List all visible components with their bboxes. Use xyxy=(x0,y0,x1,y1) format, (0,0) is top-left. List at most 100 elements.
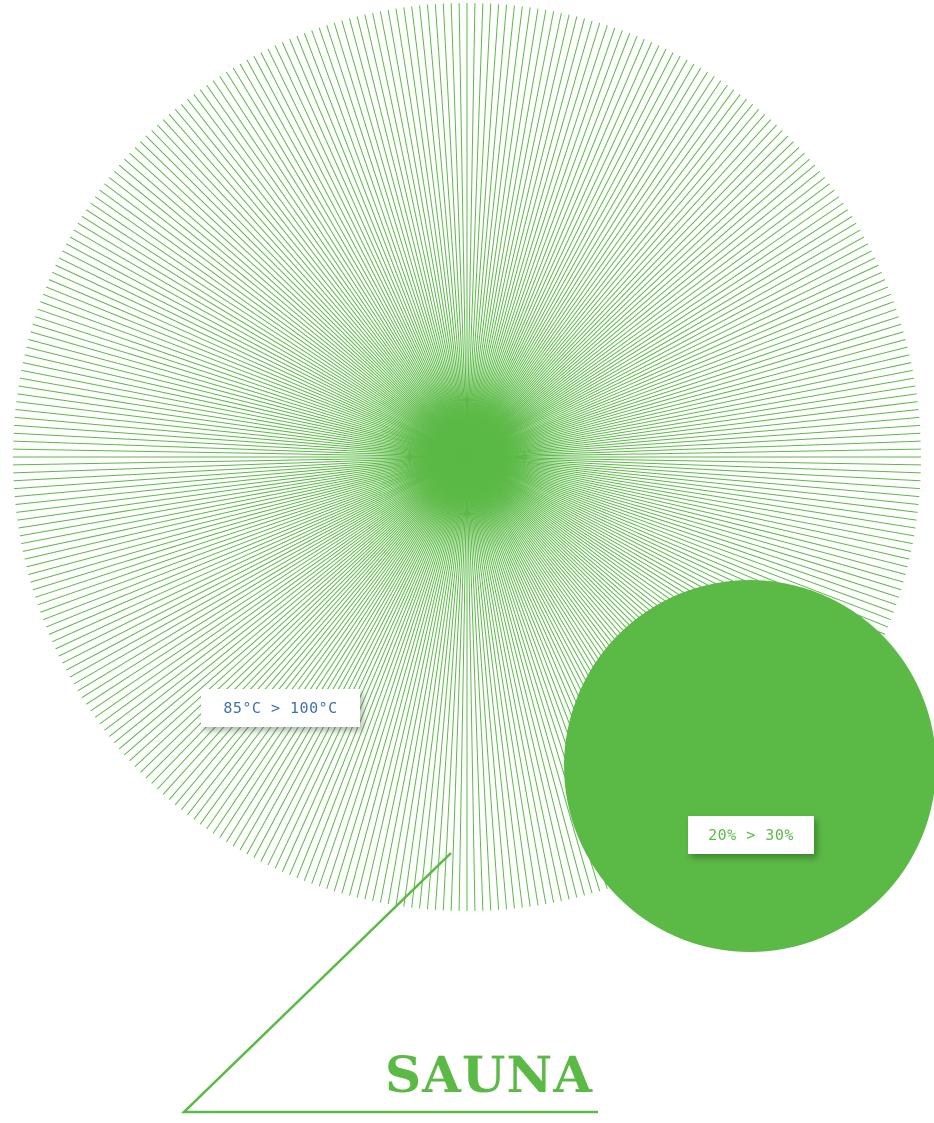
sunburst-ray xyxy=(174,456,468,806)
sunburst-ray xyxy=(466,440,921,458)
sunburst-ray xyxy=(219,75,468,458)
sunburst-ray xyxy=(42,456,468,621)
sunburst-ray xyxy=(364,456,468,900)
sunburst-ray xyxy=(466,456,921,474)
sunburst-ray xyxy=(466,354,910,458)
sunburst-ray xyxy=(466,75,715,458)
sunburst-ray xyxy=(28,456,468,575)
sunburst-ray xyxy=(466,52,674,458)
sunburst-ray xyxy=(212,80,468,458)
sunburst-ray xyxy=(466,196,840,458)
sunburst-ray xyxy=(466,362,912,458)
sunburst-ray xyxy=(206,456,468,830)
sunburst-ray xyxy=(466,456,919,505)
sunburst-ray xyxy=(253,55,468,458)
sunburst-ray xyxy=(311,30,468,458)
sunburst-ray xyxy=(466,4,508,458)
sunburst-ray xyxy=(14,424,468,458)
sunburst-ray xyxy=(466,316,899,458)
sunburst-ray xyxy=(199,456,468,825)
sunburst-ray xyxy=(466,456,531,907)
sunburst-ray xyxy=(466,456,570,900)
sunburst-ray xyxy=(19,377,468,458)
sunburst-ray xyxy=(426,456,468,910)
sunburst-ray xyxy=(69,236,468,458)
sunburst-ray xyxy=(40,456,468,613)
sunburst-ray xyxy=(13,456,468,482)
sunburst-ray xyxy=(17,456,468,521)
sunburst-ray xyxy=(168,456,468,800)
sunburst-ray xyxy=(442,456,468,911)
sunburst-ray xyxy=(281,456,468,872)
sunburst-ray xyxy=(466,25,608,458)
sunburst-ray xyxy=(466,456,593,894)
sunburst-ray xyxy=(140,456,468,773)
sunburst-ray xyxy=(372,456,468,902)
sunburst-ray xyxy=(32,323,468,458)
sunburst-ray xyxy=(379,456,468,903)
sunburst-ray xyxy=(434,4,468,458)
sunburst-ray xyxy=(466,170,821,458)
sunburst-ray xyxy=(134,456,468,767)
sunburst-ray xyxy=(24,456,468,560)
sunburst-ray xyxy=(466,456,892,621)
sunburst-ray xyxy=(466,229,861,458)
sunburst-ray xyxy=(466,30,623,458)
sunburst-ray xyxy=(458,456,468,911)
sunburst-ray xyxy=(26,456,468,568)
sunburst-ray xyxy=(140,141,468,458)
sunburst-ray xyxy=(466,456,918,513)
sunburst-ray xyxy=(466,98,747,458)
sunburst-ray xyxy=(466,456,910,560)
sunburst-ray xyxy=(466,103,754,458)
sunburst-ray xyxy=(466,12,562,458)
sunburst-ray xyxy=(124,456,468,756)
sunburst-ray xyxy=(466,67,702,458)
sunburst-ray xyxy=(134,147,468,458)
sunburst-ray xyxy=(21,369,468,458)
sunburst-ray xyxy=(174,108,468,458)
sunburst-ray xyxy=(311,456,468,884)
sunburst-ray xyxy=(187,98,468,458)
sunburst-ray xyxy=(466,250,872,458)
sunburst-ray xyxy=(466,243,869,458)
sunburst-ray xyxy=(94,196,468,458)
sunburst-ray xyxy=(466,264,879,458)
sunburst-ray xyxy=(108,177,468,458)
sunburst-ray xyxy=(157,456,468,790)
sunburst-ray xyxy=(145,456,468,779)
sunburst-ray xyxy=(77,222,468,458)
sunburst-ray xyxy=(212,456,468,834)
sunburst-ray xyxy=(69,456,468,678)
sunburst-ray xyxy=(30,456,468,583)
sunburst-ray xyxy=(318,456,468,887)
sunburst-ray xyxy=(466,456,921,482)
sunburst-ray xyxy=(466,183,830,458)
sunburst-ray xyxy=(458,3,468,458)
sunburst-ray xyxy=(349,18,468,458)
sunburst-ray xyxy=(466,6,523,458)
sunburst-ray xyxy=(466,456,908,568)
sunburst-ray xyxy=(466,456,904,583)
sunburst-ray xyxy=(403,7,468,458)
sunburst-ray xyxy=(15,409,468,458)
sunburst-ray xyxy=(372,12,468,458)
sunburst-ray xyxy=(466,108,760,458)
sunburst-ray xyxy=(45,456,468,628)
sunburst-ray xyxy=(239,63,468,458)
sunburst-ray xyxy=(466,45,660,458)
sunburst-ray xyxy=(124,158,468,458)
sunburst-ray xyxy=(219,456,468,839)
sunburst-ray xyxy=(289,38,468,458)
sunburst-ray xyxy=(466,124,777,458)
sunburst-ray xyxy=(466,3,476,458)
sunburst-ray xyxy=(466,18,585,458)
sunburst-ray xyxy=(466,456,484,911)
sunburst-ray xyxy=(42,293,468,458)
sunburst-ray xyxy=(466,456,915,537)
sunburst-ray xyxy=(16,401,468,458)
sunburst-ray xyxy=(73,229,468,458)
sunburst-ray xyxy=(387,456,468,905)
sunburst-ray xyxy=(104,183,468,458)
sunburst-ray xyxy=(45,286,468,458)
